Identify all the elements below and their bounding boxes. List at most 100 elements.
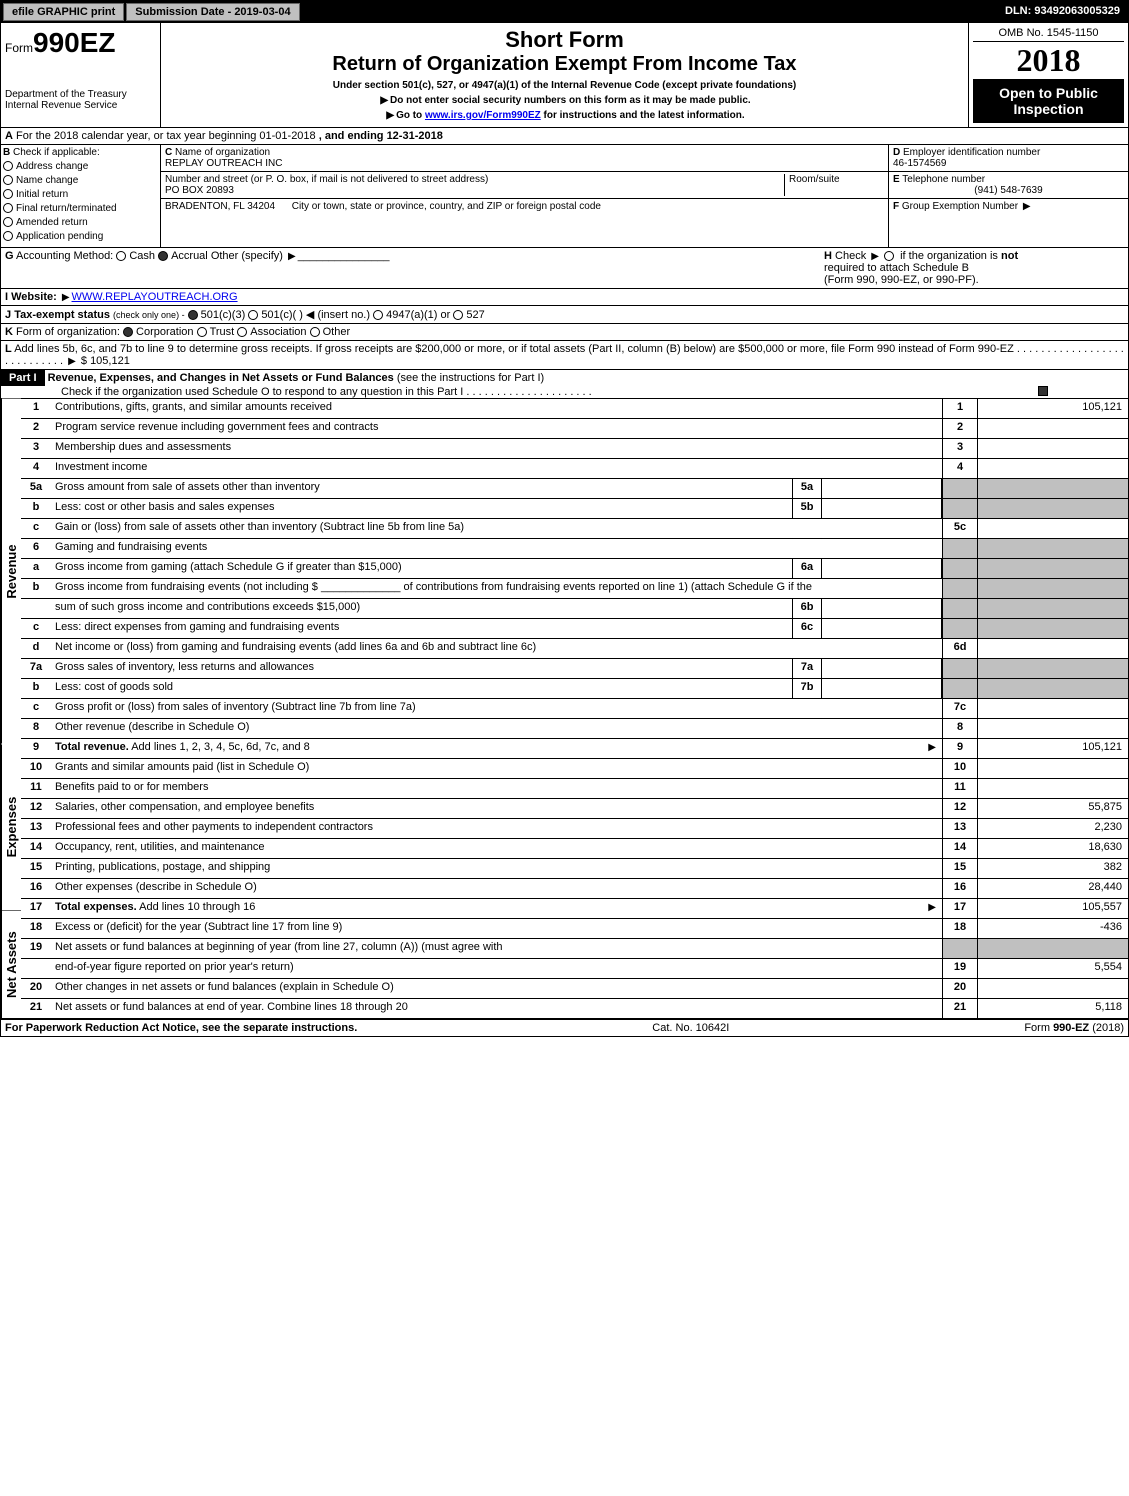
501c3-radio[interactable] (188, 310, 198, 320)
line-description: Gross sales of inventory, less returns a… (51, 659, 792, 678)
checkbox-list: Address change Name change Initial retur… (3, 161, 158, 242)
city-value: BRADENTON, FL 34204 (165, 201, 275, 212)
cb-pending: Application pending (16, 231, 103, 242)
section-b-label: B (3, 147, 10, 158)
right-line-number (942, 939, 978, 958)
gross-receipts: $ 105,121 (81, 355, 130, 367)
right-line-value (978, 779, 1128, 798)
section-j-row: J Tax-exempt status (check only one) - 5… (1, 306, 1128, 324)
name-change-radio[interactable] (3, 175, 13, 185)
expenses-side-label: Expenses (1, 744, 21, 911)
line-description: Net assets or fund balances at beginning… (51, 939, 942, 958)
table-row: 4Investment income4 (21, 459, 1128, 479)
submission-button[interactable]: Submission Date - 2019-03-04 (126, 3, 299, 21)
address-change-radio[interactable] (3, 161, 13, 171)
section-f-label: F (893, 201, 899, 212)
right-line-number: 4 (942, 459, 978, 478)
right-line-value (978, 939, 1128, 958)
right-line-number: 15 (942, 859, 978, 878)
right-line-value: 105,121 (978, 739, 1128, 758)
right-line-value (978, 719, 1128, 738)
mid-line-value (822, 619, 942, 638)
section-i-label: I (5, 291, 8, 303)
irs-link[interactable]: www.irs.gov/Form990EZ (425, 110, 541, 121)
section-e-label: E (893, 174, 900, 185)
cash-radio[interactable] (116, 251, 126, 261)
section-g-label: G (5, 250, 14, 262)
line-description: Other revenue (describe in Schedule O) (51, 719, 942, 738)
line-number: 8 (21, 719, 51, 738)
table-row: 2Program service revenue including gover… (21, 419, 1128, 439)
arrow-icon (60, 291, 72, 303)
right-line-value (978, 479, 1128, 498)
line-number: 21 (21, 999, 51, 1018)
street-value: PO BOX 20893 (165, 185, 234, 196)
other-label: Other (specify) (211, 250, 283, 262)
right-line-value: 18,630 (978, 839, 1128, 858)
line-description: Investment income (51, 459, 942, 478)
527-radio[interactable] (453, 310, 463, 320)
amended-radio[interactable] (3, 217, 13, 227)
pending-radio[interactable] (3, 231, 13, 241)
line-number: 2 (21, 419, 51, 438)
form-container: efile GRAPHIC print Submission Date - 20… (0, 0, 1129, 1037)
room-label: Room/suite (789, 174, 840, 185)
arrow-icon (1021, 201, 1033, 212)
goto-suffix: for instructions and the latest informat… (544, 110, 745, 121)
right-line-value: 5,554 (978, 959, 1128, 978)
line-description: Gross amount from sale of assets other t… (51, 479, 792, 498)
right-line-value: 5,118 (978, 999, 1128, 1018)
table-row: 18Excess or (deficit) for the year (Subt… (21, 919, 1128, 939)
top-bar: efile GRAPHIC print Submission Date - 20… (1, 1, 1128, 23)
part1-label: Part I (1, 370, 45, 386)
part1-title: Revenue, Expenses, and Changes in Net As… (48, 372, 394, 384)
4947-radio[interactable] (373, 310, 383, 320)
dept-treasury: Department of the Treasury (5, 89, 156, 100)
website-label: Website: (11, 291, 57, 303)
website-link[interactable]: WWW.REPLAYOUTREACH.ORG (72, 291, 238, 303)
right-line-number: 9 (942, 739, 978, 758)
table-row: 6Gaming and fundraising events (21, 539, 1128, 559)
mid-line-number: 7a (792, 659, 822, 678)
efile-button[interactable]: efile GRAPHIC print (3, 3, 124, 21)
table-row: 11Benefits paid to or for members11 (21, 779, 1128, 799)
section-a-text: For the 2018 calendar year, or tax year … (16, 130, 316, 142)
section-gh-row: G Accounting Method: Cash Accrual Other … (1, 248, 1128, 289)
line-number: 12 (21, 799, 51, 818)
right-line-number: 17 (942, 899, 978, 918)
mid-line-value (822, 659, 942, 678)
corp-radio[interactable] (123, 327, 133, 337)
line-number (21, 959, 51, 978)
net-assets-side-label: Net Assets (1, 911, 21, 1019)
line-number: c (21, 519, 51, 538)
h-text2: required to attach Schedule B (824, 262, 969, 274)
short-form-title: Short Form (165, 27, 964, 53)
org-name: REPLAY OUTREACH INC (165, 158, 282, 169)
h-radio[interactable] (884, 251, 894, 261)
other-radio[interactable] (310, 327, 320, 337)
main-title: Return of Organization Exempt From Incom… (165, 53, 964, 76)
right-line-number: 13 (942, 819, 978, 838)
line-number: 16 (21, 879, 51, 898)
assoc-radio[interactable] (237, 327, 247, 337)
table-row: 20Other changes in net assets or fund ba… (21, 979, 1128, 999)
right-line-number (942, 559, 978, 578)
table-row: 10Grants and similar amounts paid (list … (21, 759, 1128, 779)
right-line-number: 1 (942, 399, 978, 418)
trust-radio[interactable] (197, 327, 207, 337)
revenue-side-label: Revenue (1, 399, 21, 744)
right-line-value (978, 619, 1128, 638)
opt-4947: 4947(a)(1) or (386, 309, 450, 321)
subtitle: Under section 501(c), 527, or 4947(a)(1)… (165, 80, 964, 91)
final-return-radio[interactable] (3, 203, 13, 213)
line-number (21, 599, 51, 618)
accrual-radio[interactable] (158, 251, 168, 261)
arrow-icon (286, 250, 298, 262)
line-number: 13 (21, 819, 51, 838)
line-number: 11 (21, 779, 51, 798)
mid-line-number: 7b (792, 679, 822, 698)
501c-radio[interactable] (248, 310, 258, 320)
section-d-label: D (893, 147, 900, 158)
initial-return-radio[interactable] (3, 189, 13, 199)
schedule-o-checkbox[interactable] (1038, 386, 1048, 396)
